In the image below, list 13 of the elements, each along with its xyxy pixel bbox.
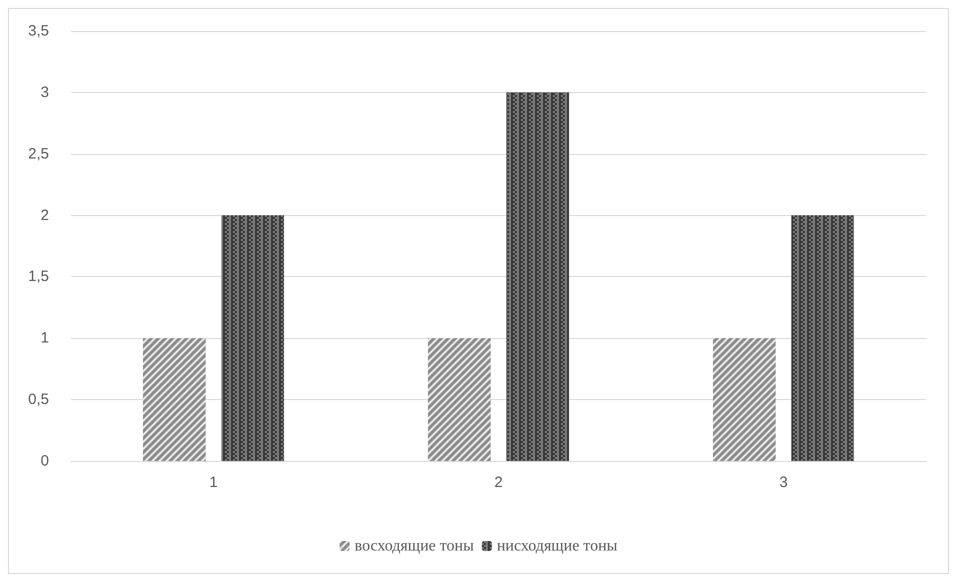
y-tick-label: 3,5 xyxy=(28,22,49,40)
y-tick-label: 0 xyxy=(40,452,49,470)
y-tick-label: 2,5 xyxy=(28,145,49,162)
y-tick-label: 3 xyxy=(40,84,49,101)
x-tick-label: 2 xyxy=(494,474,503,491)
legend-label: нисходящие тоны xyxy=(496,538,618,554)
y-tick-label: 1,5 xyxy=(28,268,49,286)
legend-label: восходящие тоны xyxy=(354,538,474,554)
y-tick-label: 2 xyxy=(40,206,49,224)
x-tick-label: 3 xyxy=(779,474,788,491)
x-tick-label: 1 xyxy=(209,474,218,491)
y-tick-label: 0,5 xyxy=(28,391,49,408)
y-tick-label: 1 xyxy=(40,330,49,347)
